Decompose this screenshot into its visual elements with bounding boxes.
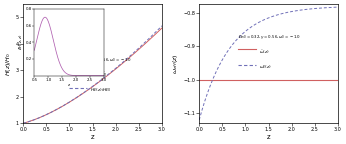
- Text: $\bar{H}(z)/\hat{H}_0$: $\bar{H}(z)/\hat{H}_0$: [90, 71, 107, 79]
- Text: $H_E(z)/H_{E0}$: $H_E(z)/H_{E0}$: [90, 86, 111, 94]
- X-axis label: z: z: [267, 134, 271, 140]
- Y-axis label: $\omega_{eff}(z)$: $\omega_{eff}(z)$: [171, 53, 180, 74]
- Text: $\Omega_{m0}=0.32, \gamma=0.56, \omega_0=-1.0$: $\Omega_{m0}=0.32, \gamma=0.56, \omega_0…: [69, 56, 132, 64]
- Text: $\Omega_{m0}=0.32, \gamma=0.56, \omega_0=-1.0$: $\Omega_{m0}=0.32, \gamma=0.56, \omega_0…: [238, 33, 301, 40]
- Text: $\bar{\omega}(z)$: $\bar{\omega}(z)$: [259, 48, 270, 55]
- Y-axis label: $H(z)/H_0$: $H(z)/H_0$: [4, 52, 13, 76]
- Text: $\omega_E(z)$: $\omega_E(z)$: [259, 64, 272, 71]
- X-axis label: z: z: [91, 134, 94, 140]
